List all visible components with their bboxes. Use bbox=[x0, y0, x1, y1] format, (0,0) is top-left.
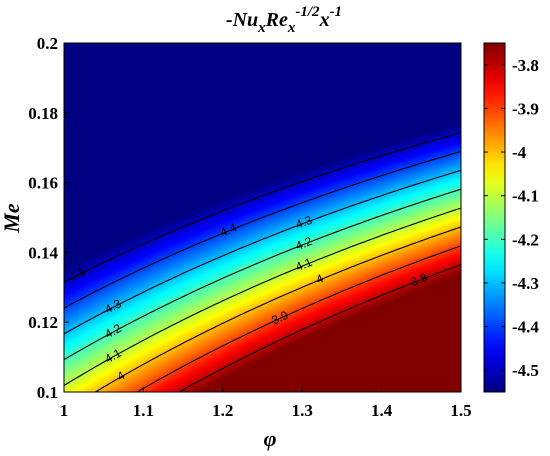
x-tick-label: 1.3 bbox=[292, 401, 313, 420]
title-part-nu: -Nu bbox=[226, 9, 258, 31]
x-tick-label: 1.4 bbox=[371, 401, 393, 420]
contour-line bbox=[94, 226, 461, 392]
title-sub-x1: x bbox=[257, 20, 266, 36]
contour-line bbox=[64, 169, 461, 335]
title-sub-x2: x bbox=[287, 20, 296, 36]
y-axis-title: Me bbox=[0, 203, 24, 234]
colorbar-tick-label: -4.2 bbox=[512, 230, 539, 249]
contour-line bbox=[64, 207, 461, 386]
y-tick-label: 0.14 bbox=[28, 243, 58, 262]
contour-line bbox=[64, 150, 461, 309]
title-sup-half: -1/2 bbox=[295, 4, 320, 20]
title-sup-minus1: -1 bbox=[330, 4, 343, 20]
y-axis-ticks: 0.1 0.12 0.14 0.16 0.18 0.2 bbox=[28, 34, 69, 402]
y-tick-label: 0.12 bbox=[28, 313, 58, 332]
x-tick-label: 1 bbox=[60, 401, 69, 420]
chart-title: -NuxRex-1/2x-1 bbox=[226, 4, 342, 36]
colorbar-tick-label: -4.1 bbox=[512, 187, 539, 206]
x-tick-label: 1.1 bbox=[133, 401, 154, 420]
colorbar-tick-label: -4.5 bbox=[512, 361, 539, 380]
contour-line bbox=[177, 264, 461, 392]
x-axis-ticks: 1 1.1 1.2 1.3 1.4 1.5 bbox=[60, 387, 472, 420]
y-tick-label: 0.2 bbox=[37, 34, 58, 53]
colorbar-tick-label: -3.8 bbox=[512, 56, 539, 75]
colorbar-tick-label: -4 bbox=[512, 143, 527, 162]
title-part-re: Re bbox=[265, 9, 288, 31]
contour-label: -4.3 bbox=[290, 213, 315, 233]
colorbar-tick-label: -4.4 bbox=[512, 318, 539, 337]
contour-lines bbox=[64, 132, 461, 392]
y-tick-label: 0.18 bbox=[28, 104, 58, 123]
colorbar bbox=[483, 42, 506, 393]
x-axis-title: φ bbox=[264, 426, 277, 451]
colorbar-tick-label: -4.3 bbox=[512, 274, 539, 293]
colorbar-tick-label: -3.9 bbox=[512, 99, 539, 118]
y-tick-label: 0.1 bbox=[37, 383, 58, 402]
y-tick-label: 0.16 bbox=[28, 174, 58, 193]
contour-line bbox=[136, 245, 461, 392]
x-tick-label: 1.5 bbox=[450, 401, 471, 420]
colorbar-ticks: -3.8 -3.9 -4 -4.1 -4.2 -4.3 -4.4 -4.5 bbox=[484, 56, 539, 380]
contour-line bbox=[64, 132, 461, 283]
title-part-x: x bbox=[319, 9, 330, 31]
plot-frame bbox=[63, 42, 462, 393]
x-tick-label: 1.2 bbox=[212, 401, 233, 420]
contour-line bbox=[64, 188, 461, 361]
